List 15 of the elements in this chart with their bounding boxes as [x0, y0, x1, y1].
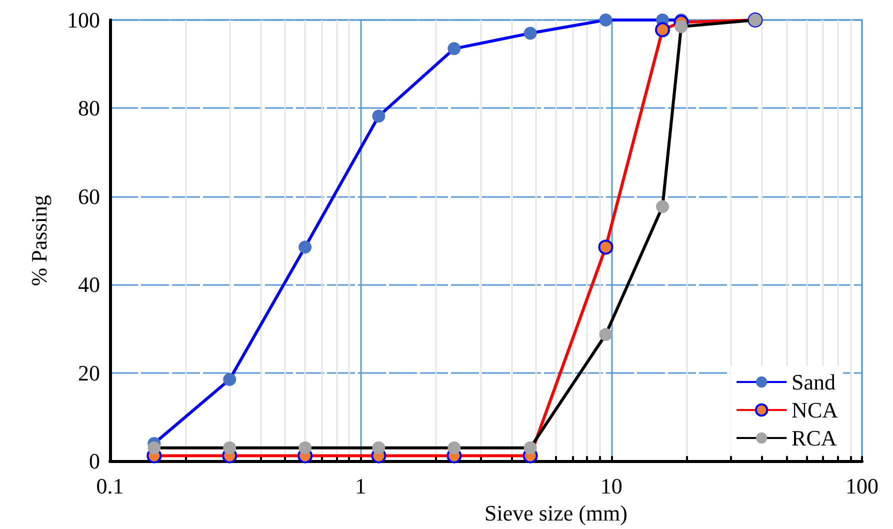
x-axis-title: Sieve size (mm) [484, 500, 628, 526]
y-axis-title: % Passing [26, 195, 52, 286]
legend-label: Sand [792, 370, 836, 394]
x-tick-label: 10 [600, 474, 622, 499]
x-tick-label: 0.1 [96, 474, 124, 499]
x-tick-label: 1 [355, 474, 366, 499]
y-tick-label: 0 [89, 448, 100, 474]
legend-label: RCA [792, 426, 837, 450]
y-tick-label: 20 [78, 360, 100, 386]
y-tick-label: 100 [67, 8, 100, 32]
y-tick-label: 40 [78, 272, 100, 298]
x-tick-label: 100 [846, 474, 878, 499]
y-tick-label: 60 [78, 184, 100, 209]
y-tick-label: 80 [78, 96, 100, 121]
legend-label: NCA [792, 398, 838, 422]
